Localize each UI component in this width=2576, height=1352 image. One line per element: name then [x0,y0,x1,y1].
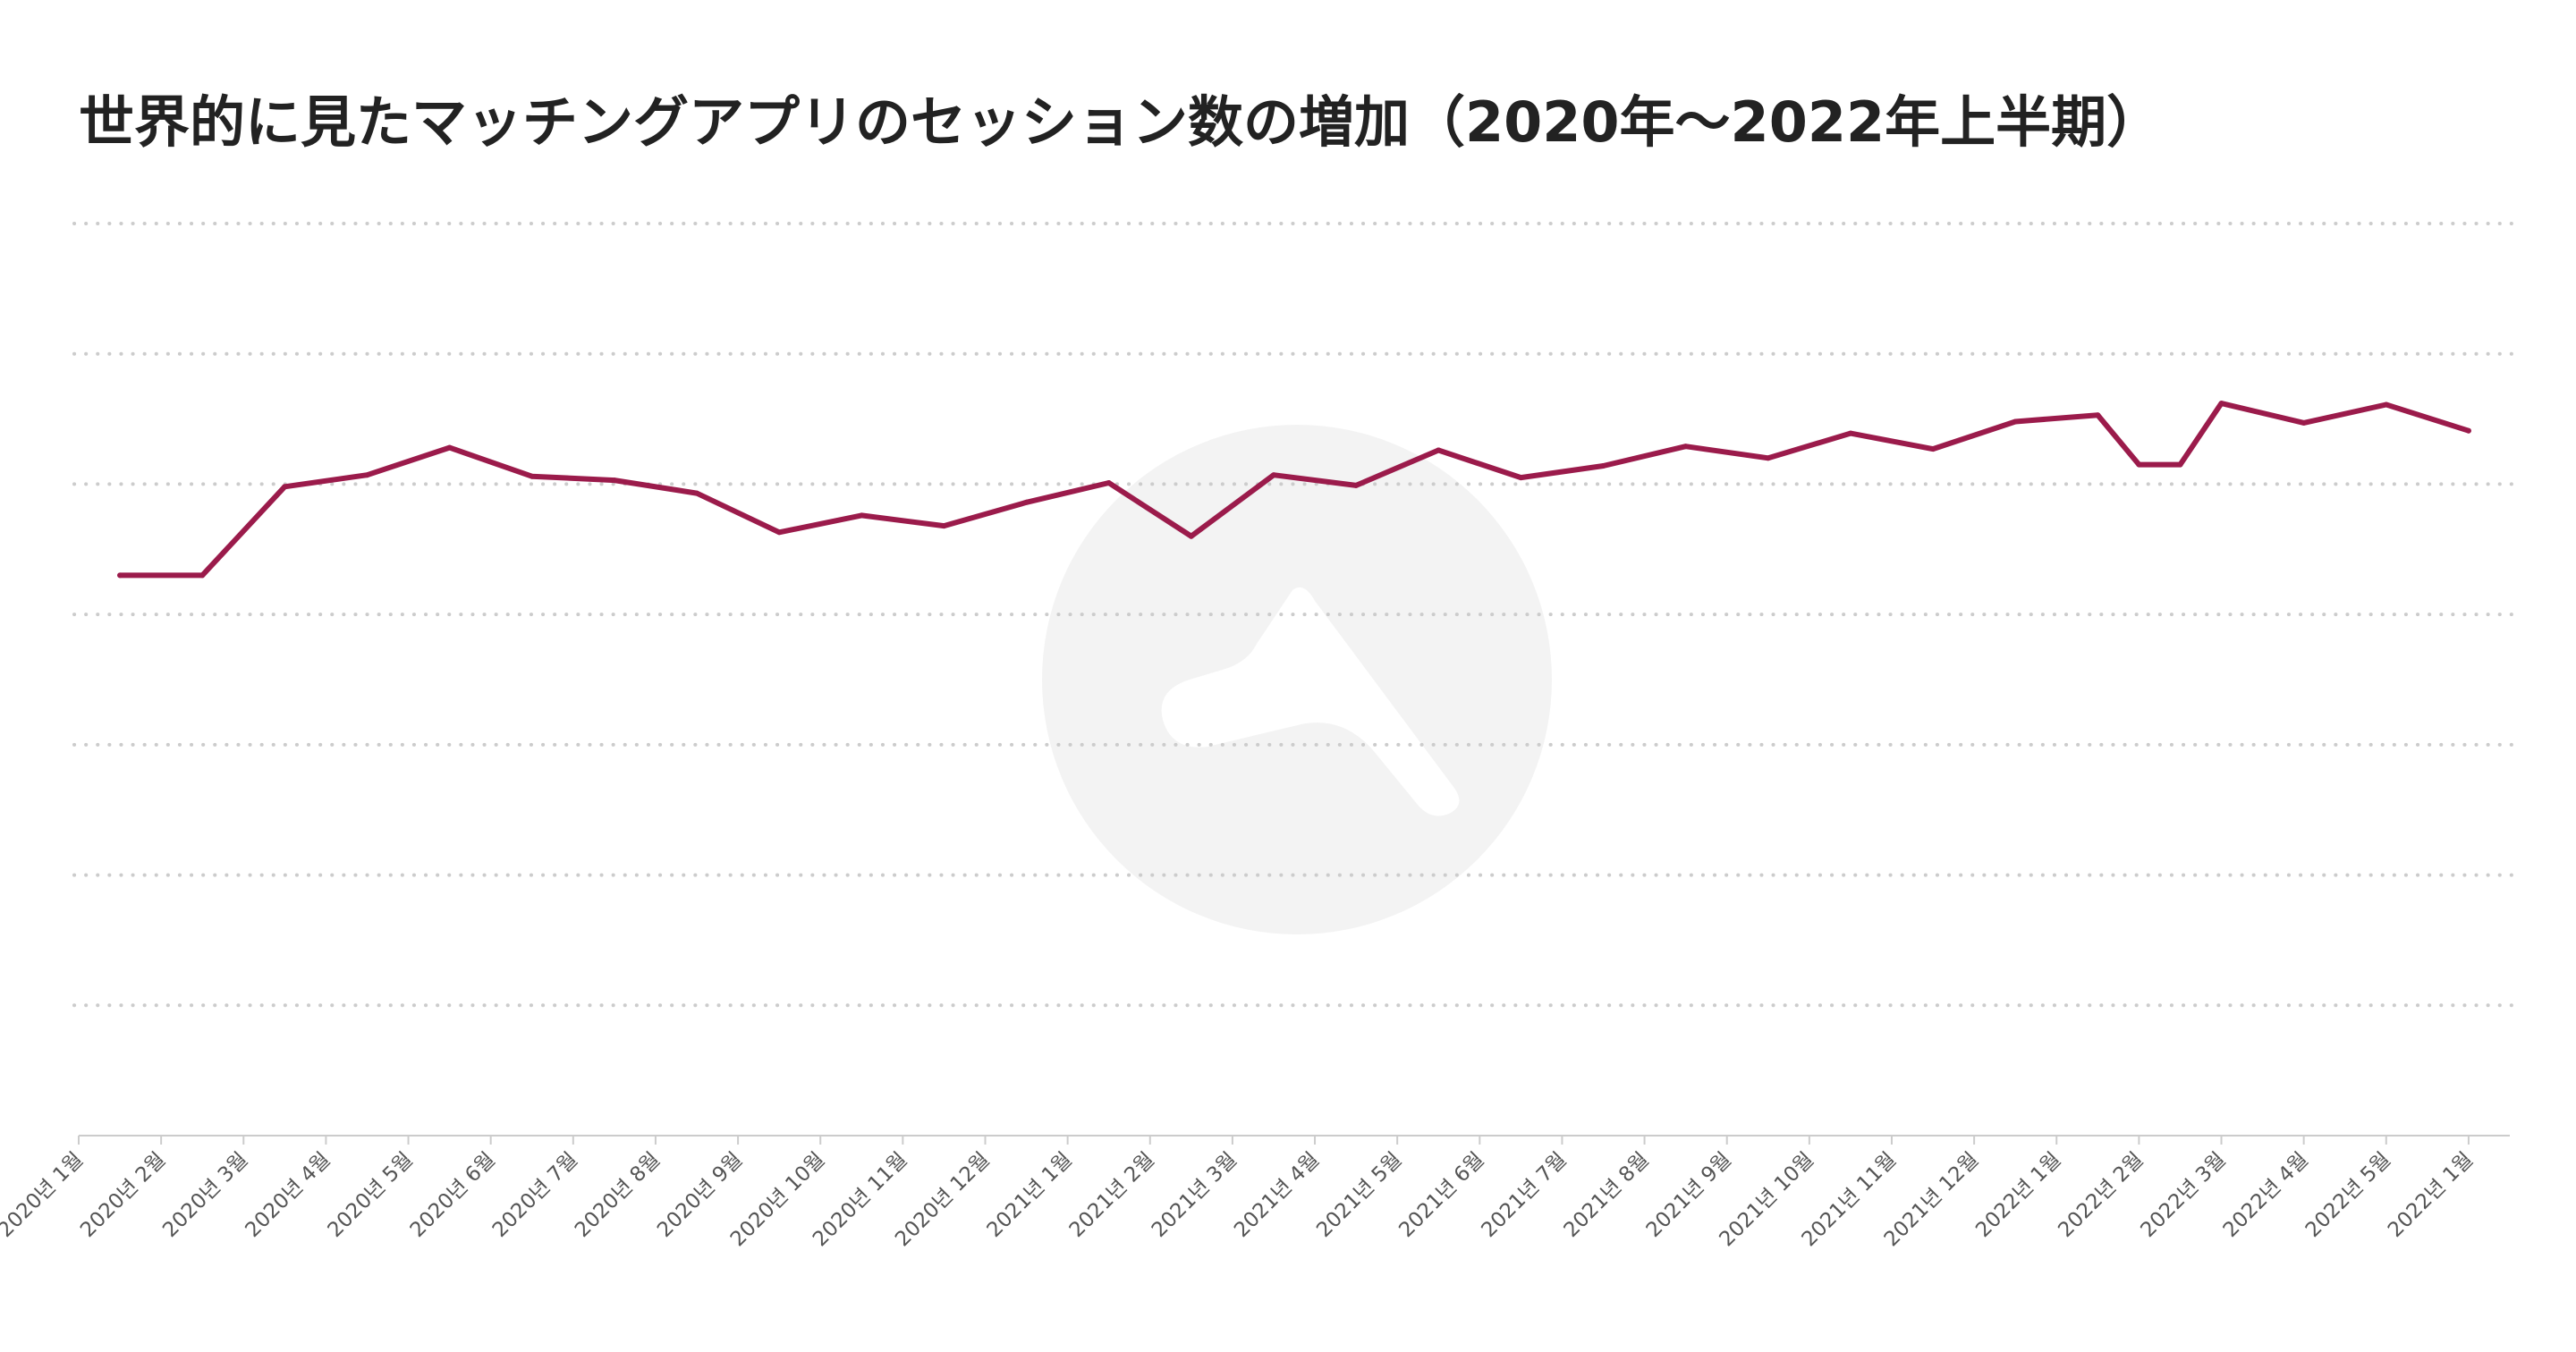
data-point [2177,461,2183,468]
data-point [199,572,206,579]
x-tick-label: 2022년 5월 [2301,1148,2395,1242]
data-point [1271,472,1276,478]
data-point [1518,475,1524,481]
x-tick-label: 2020년 3월 [158,1148,252,1242]
data-point [776,529,783,536]
data-point [941,523,947,529]
data-point [611,477,617,484]
data-point [282,484,288,490]
data-point [694,490,699,496]
data-point [2012,418,2019,425]
data-point [2136,461,2142,468]
x-tick-label: 2020년 4월 [241,1148,335,1242]
x-tick-label: 2021년 4월 [1230,1148,1324,1242]
data-point [2383,401,2389,408]
data-point [1436,447,1442,453]
x-tick-label: 2020년 6월 [406,1148,500,1242]
data-point [1765,455,1771,461]
data-point [529,473,535,479]
data-point [117,572,123,579]
data-point [1188,533,1194,539]
series-line-group [117,401,2471,579]
x-tick-label: 2021년 8월 [1560,1148,1654,1242]
data-point [2095,412,2101,418]
x-tick-label: 2022년 1월 [2384,1148,2478,1242]
x-tick-label: 2021년 2월 [1065,1148,1159,1242]
x-tick-label: 2021년 7월 [1477,1148,1571,1242]
chart-title: 世界的に見たマッチングアプリのセッション数の増加（2020年〜2022年上半期） [79,89,2163,155]
data-point [2465,427,2471,434]
data-point [2301,419,2307,426]
data-point [446,444,453,451]
data-point [1682,444,1689,450]
watermark-glyph [1161,587,1460,816]
x-axis [78,1135,2510,1145]
data-point [859,512,865,519]
x-tick-label: 2020년 1월 [0,1148,88,1242]
x-tick-label: 2020년 2월 [76,1148,170,1242]
data-point [1600,463,1606,469]
grid-lines [72,222,2516,1008]
x-tick-label: 2020년 7월 [488,1148,582,1242]
watermark-logo [1042,425,1552,934]
x-tick-label: 2020년 5월 [324,1148,418,1242]
x-tick-label: 2020년 8월 [571,1148,665,1242]
x-tick-label: 2021년 3월 [1148,1148,1241,1242]
data-point [1023,499,1030,505]
data-point [1353,482,1360,488]
data-point [2218,401,2224,407]
data-point [1106,480,1112,486]
x-tick-label: 2021년 1월 [983,1148,1077,1242]
data-point [364,472,370,478]
x-tick-label: 2022년 2월 [2054,1148,2148,1242]
data-point [1930,446,1936,452]
x-tick-label: 2021년 5월 [1312,1148,1406,1242]
x-tick-label: 2022년 4월 [2219,1148,2313,1242]
x-tick-label: 2022년 3월 [2137,1148,2231,1242]
x-tick-label: 2022년 1월 [1971,1148,2065,1242]
x-tick-label: 2021년 6월 [1394,1148,1488,1242]
data-point [1847,430,1853,436]
